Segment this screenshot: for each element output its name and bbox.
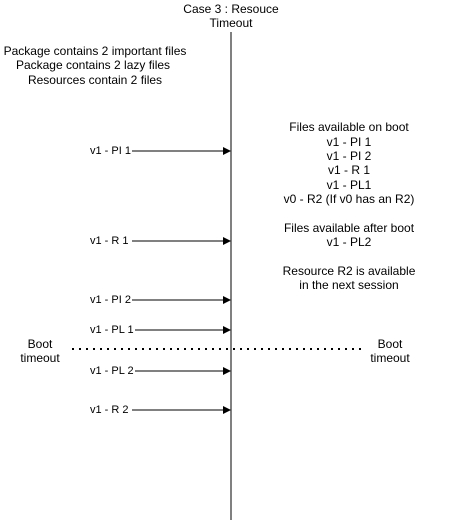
event-label: v1 - PI 1 [89, 145, 132, 157]
files-on-boot-item: v1 - R 1 [327, 163, 371, 177]
package-info-line: Package contains 2 important files [3, 44, 187, 58]
event-label: v1 - R 2 [89, 404, 130, 416]
resource-note-line1: Resource R2 is available [282, 264, 416, 278]
files-on-boot-heading: Files available on boot [289, 120, 409, 134]
event-label: v1 - R 1 [89, 235, 130, 247]
boot-timeout-right-line1: Boot [377, 337, 403, 351]
package-info-line: Package contains 2 lazy files [15, 58, 171, 72]
package-info-line: Resources contain 2 files [27, 73, 163, 87]
event-label: v1 - PI 2 [89, 294, 132, 306]
resource-note-line2: in the next session [299, 278, 399, 292]
event-label: v1 - PL 1 [89, 324, 135, 336]
diagram-title-line2: Timeout [209, 16, 253, 30]
event-label: v1 - PL 2 [89, 365, 135, 377]
files-on-boot-item: v0 - R2 (If v0 has an R2) [283, 192, 415, 206]
boot-timeout-right-line2: timeout [370, 351, 410, 365]
files-on-boot-item: v1 - PL1 [326, 178, 372, 192]
files-after-boot-heading: Files available after boot [283, 221, 415, 235]
files-after-boot-item: v1 - PL2 [326, 235, 372, 249]
files-on-boot-item: v1 - PI 2 [326, 149, 372, 163]
boot-timeout-left-line1: Boot [27, 337, 53, 351]
diagram-title-line1: Case 3 : Resouce [183, 2, 279, 16]
files-on-boot-item: v1 - PI 1 [326, 135, 372, 149]
boot-timeout-left-line2: timeout [20, 351, 60, 365]
